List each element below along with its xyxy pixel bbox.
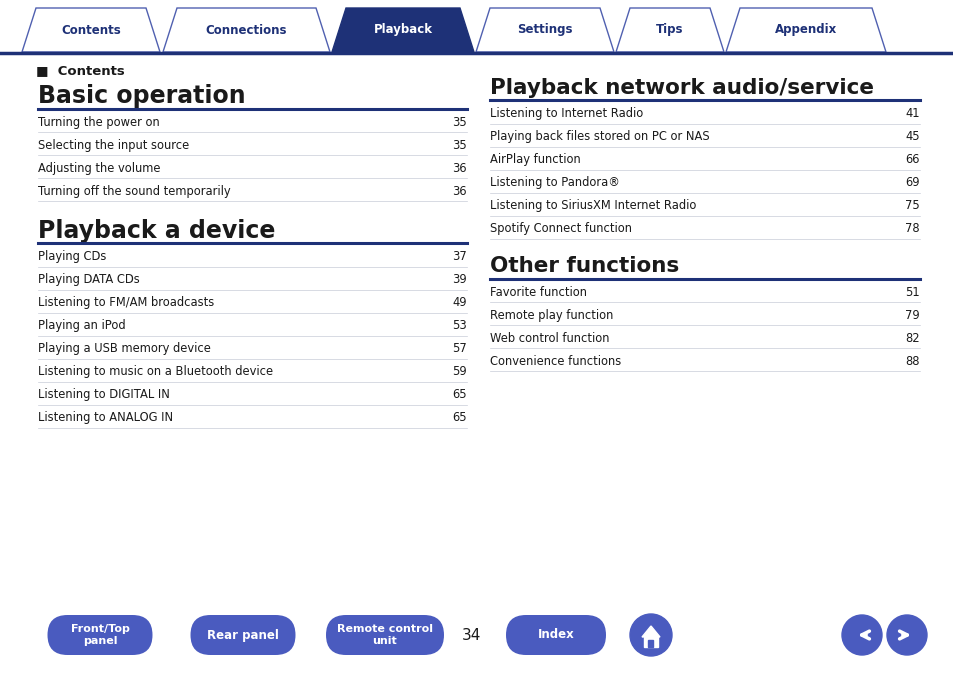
Text: 39: 39: [452, 273, 467, 286]
Text: Playing CDs: Playing CDs: [38, 250, 107, 263]
Text: 75: 75: [904, 199, 919, 213]
Text: 49: 49: [452, 296, 467, 310]
Text: 34: 34: [462, 627, 481, 643]
Text: 51: 51: [904, 286, 919, 299]
Circle shape: [629, 614, 671, 656]
Text: Listening to music on a Bluetooth device: Listening to music on a Bluetooth device: [38, 365, 273, 378]
Text: 35: 35: [452, 116, 467, 129]
Polygon shape: [332, 8, 474, 52]
Text: Listening to Pandora®: Listening to Pandora®: [490, 176, 619, 190]
Polygon shape: [616, 8, 723, 52]
Text: 88: 88: [904, 355, 919, 368]
Text: Listening to Internet Radio: Listening to Internet Radio: [490, 108, 642, 120]
Text: 65: 65: [452, 388, 467, 401]
Text: 36: 36: [452, 184, 467, 198]
Text: 45: 45: [904, 131, 919, 143]
Text: 78: 78: [904, 223, 919, 236]
Text: 82: 82: [904, 332, 919, 345]
FancyBboxPatch shape: [505, 615, 605, 655]
Text: 66: 66: [904, 153, 919, 166]
Text: Listening to ANALOG IN: Listening to ANALOG IN: [38, 411, 172, 424]
Circle shape: [841, 615, 882, 655]
Text: Favorite function: Favorite function: [490, 286, 586, 299]
Circle shape: [886, 615, 926, 655]
Text: 57: 57: [452, 343, 467, 355]
Text: 69: 69: [904, 176, 919, 190]
Text: Remote play function: Remote play function: [490, 309, 613, 322]
Text: Basic operation: Basic operation: [38, 84, 245, 108]
Text: Tips: Tips: [656, 24, 683, 36]
Text: Playback network audio/service: Playback network audio/service: [490, 78, 873, 98]
Text: Settings: Settings: [517, 24, 572, 36]
Text: Listening to DIGITAL IN: Listening to DIGITAL IN: [38, 388, 170, 401]
FancyBboxPatch shape: [326, 615, 443, 655]
Text: AirPlay function: AirPlay function: [490, 153, 580, 166]
Text: 79: 79: [904, 309, 919, 322]
Polygon shape: [643, 637, 658, 647]
Text: Remote control
unit: Remote control unit: [336, 624, 433, 646]
Text: 53: 53: [452, 319, 467, 332]
Text: Connections: Connections: [206, 24, 287, 36]
Text: Listening to FM/AM broadcasts: Listening to FM/AM broadcasts: [38, 296, 214, 310]
Text: 36: 36: [452, 162, 467, 175]
Text: 37: 37: [452, 250, 467, 263]
FancyBboxPatch shape: [191, 615, 295, 655]
Text: 35: 35: [452, 139, 467, 151]
Text: Playing DATA CDs: Playing DATA CDs: [38, 273, 139, 286]
Polygon shape: [641, 626, 659, 637]
Text: 59: 59: [452, 365, 467, 378]
Text: 41: 41: [904, 108, 919, 120]
Text: 65: 65: [452, 411, 467, 424]
Text: Front/Top
panel: Front/Top panel: [71, 624, 130, 646]
Polygon shape: [725, 8, 885, 52]
Polygon shape: [476, 8, 614, 52]
Text: Playing back files stored on PC or NAS: Playing back files stored on PC or NAS: [490, 131, 709, 143]
FancyBboxPatch shape: [48, 615, 152, 655]
Polygon shape: [648, 640, 653, 647]
Text: Playing an iPod: Playing an iPod: [38, 319, 126, 332]
Text: Adjusting the volume: Adjusting the volume: [38, 162, 160, 175]
Text: Turning off the sound temporarily: Turning off the sound temporarily: [38, 184, 231, 198]
Text: Playback: Playback: [374, 24, 432, 36]
Text: Rear panel: Rear panel: [207, 629, 278, 641]
Text: Playing a USB memory device: Playing a USB memory device: [38, 343, 211, 355]
Polygon shape: [163, 8, 330, 52]
Text: Web control function: Web control function: [490, 332, 609, 345]
Text: Selecting the input source: Selecting the input source: [38, 139, 189, 151]
Polygon shape: [22, 8, 160, 52]
Text: Contents: Contents: [61, 24, 121, 36]
Text: Other functions: Other functions: [490, 256, 679, 277]
Text: Playback a device: Playback a device: [38, 219, 275, 243]
Text: Listening to SiriusXM Internet Radio: Listening to SiriusXM Internet Radio: [490, 199, 696, 213]
Text: Index: Index: [537, 629, 574, 641]
Text: Convenience functions: Convenience functions: [490, 355, 620, 368]
Text: ■  Contents: ■ Contents: [36, 64, 125, 77]
Text: Appendix: Appendix: [774, 24, 836, 36]
Text: Turning the power on: Turning the power on: [38, 116, 159, 129]
Text: Spotify Connect function: Spotify Connect function: [490, 223, 631, 236]
